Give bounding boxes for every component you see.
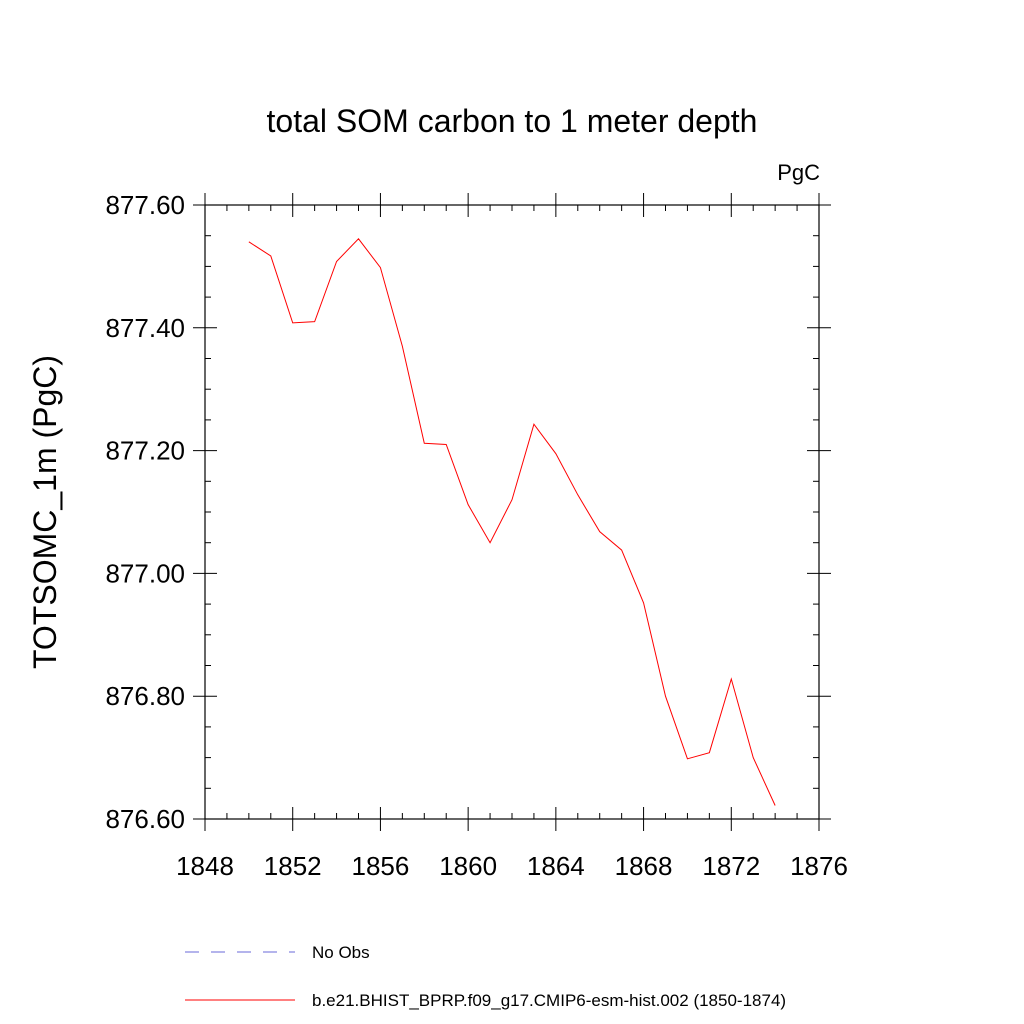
y-tick-label: 877.20: [105, 436, 185, 466]
x-tick-label: 1860: [439, 851, 497, 881]
x-tick-label: 1848: [176, 851, 234, 881]
y-tick-label: 877.00: [105, 558, 185, 588]
y-tick-label: 877.40: [105, 313, 185, 343]
x-axis-ticks: 1848 1852 1856 1860 1864 1868 1872 1876: [176, 193, 848, 881]
y-axis-label: TOTSOMC_1m (PgC): [27, 355, 63, 669]
x-tick-label: 1872: [702, 851, 760, 881]
y-tick-label: 876.80: [105, 681, 185, 711]
y-tick-label: 876.60: [105, 804, 185, 834]
series-line-1: [248, 238, 776, 806]
legend-label: b.e21.BHIST_BPRP.f09_g17.CMIP6-esm-hist.…: [312, 991, 786, 1010]
x-tick-label: 1868: [615, 851, 673, 881]
units-label: PgC: [777, 160, 820, 185]
x-tick-label: 1864: [527, 851, 585, 881]
y-tick-label: 877.60: [105, 190, 185, 220]
legend: No Obs b.e21.BHIST_BPRP.f09_g17.CMIP6-esm…: [185, 943, 786, 1010]
y-axis-ticks: 876.60 876.80 877.00 877.20 877.40 877.60: [105, 190, 831, 834]
plot-frame: [204, 204, 820, 820]
legend-label: No Obs: [312, 943, 370, 962]
series-layer: [248, 238, 776, 806]
x-tick-label: 1852: [264, 851, 322, 881]
x-tick-label: 1856: [352, 851, 410, 881]
chart-title: total SOM carbon to 1 meter depth: [267, 103, 758, 139]
x-tick-label: 1876: [790, 851, 848, 881]
